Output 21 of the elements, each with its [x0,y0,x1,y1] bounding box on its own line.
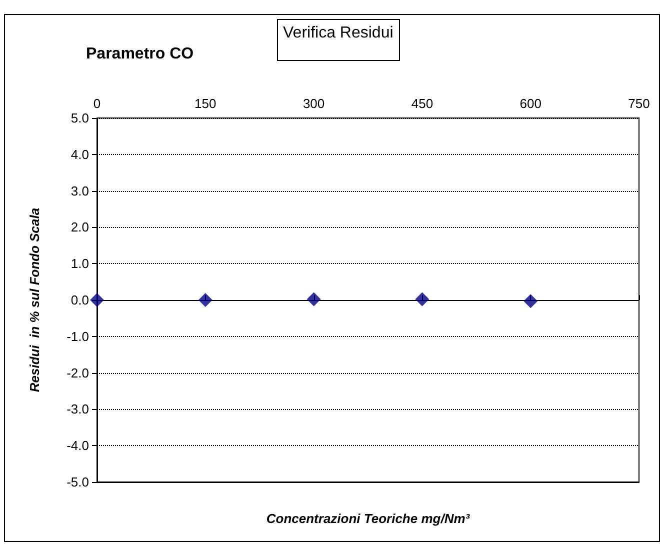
y-tick-label: 3.0 [70,183,89,198]
x-tick-label: 300 [302,96,325,111]
y-tick-label: -2.0 [66,365,89,380]
y-axis-title: Residui in % sul Fondo Scala [27,208,42,392]
y-tick-label: 2.0 [70,220,89,235]
y-tick-label: 5.0 [70,110,89,126]
y-tick-label: 0.0 [70,292,89,308]
x-tick-label: 0 [93,96,101,111]
y-tick-label: 1.0 [70,256,89,272]
x-tick-label: 750 [628,96,650,111]
chart-subtitle: Verifica Residui [283,24,394,42]
y-tick-label: -4.0 [66,438,89,454]
x-axis-title: Concentrazioni Teoriche mg/Nm³ [266,511,470,526]
chart-title: Parametro CO [86,46,194,62]
y-tick-label: 4.0 [70,146,89,162]
y-tick-label: -1.0 [66,328,89,344]
x-tick-label: 600 [520,96,542,111]
x-tick-label: 150 [194,96,216,111]
x-tick-label: 450 [411,96,434,111]
y-tick-label: -5.0 [66,474,89,490]
y-tick-label: -3.0 [66,402,89,417]
